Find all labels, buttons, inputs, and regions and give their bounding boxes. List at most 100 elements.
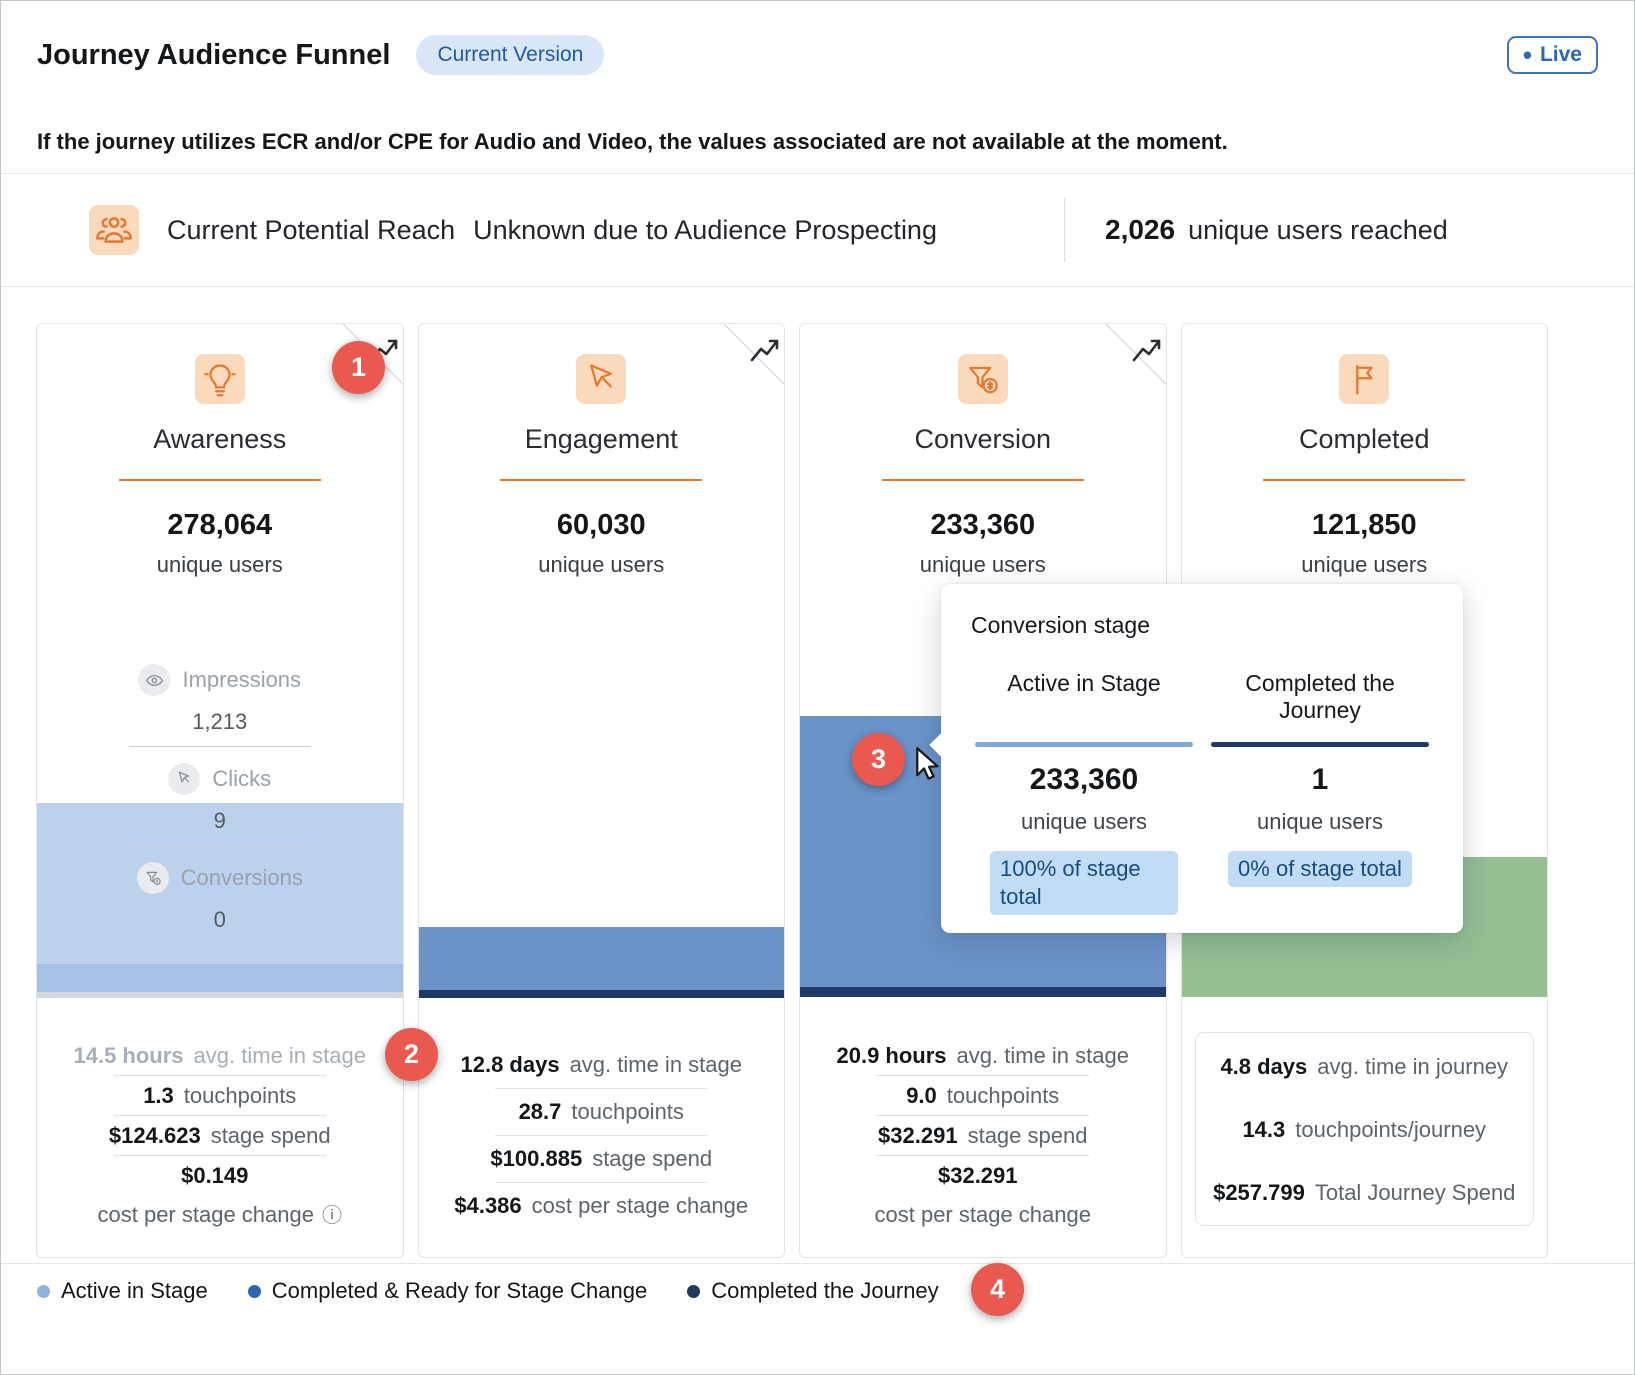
callout-3: 3 bbox=[852, 733, 905, 786]
stage-card-awareness: Awareness 278,064 unique users Impressio… bbox=[36, 323, 404, 1258]
divider bbox=[113, 1155, 326, 1156]
divider bbox=[1, 1263, 1634, 1264]
callout-4: 4 bbox=[971, 1263, 1024, 1316]
divider bbox=[876, 1155, 1089, 1156]
active-in-stage-bar bbox=[37, 803, 403, 964]
vertical-divider bbox=[1064, 198, 1065, 262]
awareness-stats: 14.5 hours avg. time in stage 1.3 touchpoi… bbox=[37, 1036, 403, 1236]
stage-rule bbox=[1263, 479, 1466, 481]
tooltip-columns: Active in Stage 233,360 unique users 100… bbox=[975, 670, 1429, 915]
stat-label: stage spend bbox=[592, 1146, 713, 1171]
audience-icon bbox=[89, 205, 139, 255]
cursor-icon bbox=[168, 763, 201, 795]
stat-value: 28.7 bbox=[518, 1099, 562, 1124]
legend-label: Completed the Journey bbox=[711, 1278, 939, 1303]
legend-dot bbox=[37, 1284, 50, 1298]
metric-value: 9 bbox=[213, 808, 226, 833]
stage-users: 121,850 bbox=[1311, 509, 1417, 541]
stage-total-badge: 100% of stage total bbox=[990, 851, 1178, 915]
journey-summary-box: 4.8 days avg. time in journey 14.3 touchpo… bbox=[1194, 1032, 1534, 1226]
tooltip-col-sub: unique users bbox=[1257, 809, 1383, 834]
metric-label: Conversions bbox=[180, 865, 303, 890]
divider bbox=[113, 1115, 326, 1116]
live-label: Live bbox=[1539, 43, 1582, 66]
stat-value: $124.623 bbox=[108, 1123, 201, 1148]
stat-label: cost per stage change bbox=[531, 1193, 749, 1218]
stat-label: stage spend bbox=[210, 1123, 331, 1148]
expand-chart-icon[interactable] bbox=[1105, 324, 1166, 384]
stage-users-label: unique users bbox=[919, 552, 1046, 577]
awareness-metrics: Impressions 1,213 Clicks 9 Conversions 0 bbox=[37, 658, 403, 940]
cursor-icon bbox=[576, 354, 627, 404]
expand-chart-icon[interactable] bbox=[724, 324, 784, 384]
stat-value: $32.291 bbox=[878, 1123, 958, 1148]
stage-card-engagement: Engagement 60,030 unique users 12.8 days… bbox=[417, 323, 785, 1258]
stat-value: 14.5 hours bbox=[73, 1043, 184, 1068]
stat-value: 1.3 bbox=[143, 1083, 174, 1108]
stage-rule bbox=[881, 479, 1084, 481]
callout-2: 2 bbox=[385, 1028, 438, 1081]
divider bbox=[495, 1182, 708, 1183]
legend-item-active: Active in Stage bbox=[37, 1278, 208, 1304]
legend-dot bbox=[247, 1284, 261, 1298]
stat-value: 4.8 days bbox=[1220, 1053, 1308, 1079]
stat-label: avg. time in stage bbox=[193, 1043, 366, 1068]
live-badge: • Live bbox=[1506, 36, 1598, 74]
stat-row: cost per stage change ⓘ bbox=[37, 1195, 403, 1236]
stat-row: 20.9 hours avg. time in stage bbox=[800, 1036, 1166, 1075]
tooltip-title: Conversion stage bbox=[971, 612, 1150, 638]
legend: Active in Stage Completed & Ready for St… bbox=[37, 1278, 939, 1304]
info-icon[interactable]: ⓘ bbox=[321, 1205, 342, 1227]
legend-item-ready: Completed & Ready for Stage Change bbox=[247, 1278, 647, 1304]
stat-value: $257.799 bbox=[1213, 1179, 1305, 1205]
flag-icon bbox=[1339, 354, 1390, 404]
stat-value: $32.291 bbox=[937, 1163, 1018, 1188]
stage-rule bbox=[118, 479, 321, 481]
divider bbox=[113, 1075, 326, 1076]
tooltip-col-value: 233,360 bbox=[1029, 763, 1139, 796]
stat-label: avg. time in stage bbox=[956, 1043, 1129, 1068]
stat-label: touchpoints bbox=[946, 1083, 1060, 1108]
conversion-stats: 20.9 hours avg. time in stage 9.0 touchpoi… bbox=[800, 1036, 1166, 1234]
stage-users: 60,030 bbox=[556, 509, 646, 541]
stat-label: avg. time in journey bbox=[1317, 1053, 1509, 1079]
stat-row: cost per stage change bbox=[800, 1195, 1166, 1234]
tooltip-col-sub: unique users bbox=[1021, 809, 1147, 834]
reach-count-label: unique users reached bbox=[1188, 214, 1448, 245]
stat-row: $100.885 stage spend bbox=[419, 1136, 785, 1182]
live-dot-icon: • bbox=[1522, 40, 1532, 70]
metric-value: 1,213 bbox=[192, 709, 248, 734]
stage-rule bbox=[500, 479, 703, 481]
lightbulb-icon bbox=[194, 354, 245, 404]
tooltip-col-completed: Completed the Journey 1 unique users 0% … bbox=[1211, 670, 1429, 915]
metric-label: Clicks bbox=[212, 766, 272, 791]
stat-row: $257.799 Total Journey Spend bbox=[1196, 1173, 1534, 1212]
funnel-dollar-icon bbox=[957, 354, 1008, 404]
metric-impressions: Impressions 1,213 bbox=[37, 658, 403, 747]
stat-value: 12.8 days bbox=[460, 1052, 560, 1077]
completed-journey-bar bbox=[800, 987, 1166, 997]
stage-title: Completed bbox=[1298, 424, 1430, 454]
stat-label: cost per stage change bbox=[97, 1202, 314, 1227]
stat-row: 28.7 touchpoints bbox=[419, 1089, 785, 1135]
callout-1: 1 bbox=[332, 341, 385, 394]
divider bbox=[128, 746, 311, 747]
conversion-stage-tooltip: Conversion stage Active in Stage 233,360… bbox=[941, 584, 1463, 933]
stat-label: cost per stage change bbox=[874, 1202, 1091, 1227]
divider bbox=[495, 1135, 708, 1136]
stat-label: touchpoints bbox=[571, 1099, 684, 1124]
reach-label: Current Potential Reach bbox=[167, 214, 456, 245]
stat-label: touchpoints bbox=[183, 1083, 297, 1108]
tooltip-col-rule bbox=[1211, 742, 1429, 747]
tooltip-col-label: Active in Stage bbox=[1007, 670, 1161, 696]
completed-ready-bar bbox=[37, 964, 403, 992]
completed-journey-bar bbox=[418, 990, 784, 998]
metric-clicks: Clicks 9 bbox=[37, 757, 403, 846]
divider bbox=[1, 286, 1634, 287]
stat-label: touchpoints/journey bbox=[1295, 1116, 1487, 1142]
tooltip-col-rule bbox=[975, 742, 1193, 747]
metric-label: Impressions bbox=[182, 667, 302, 692]
stat-value: $100.885 bbox=[490, 1146, 583, 1171]
stat-label: stage spend bbox=[967, 1123, 1088, 1148]
